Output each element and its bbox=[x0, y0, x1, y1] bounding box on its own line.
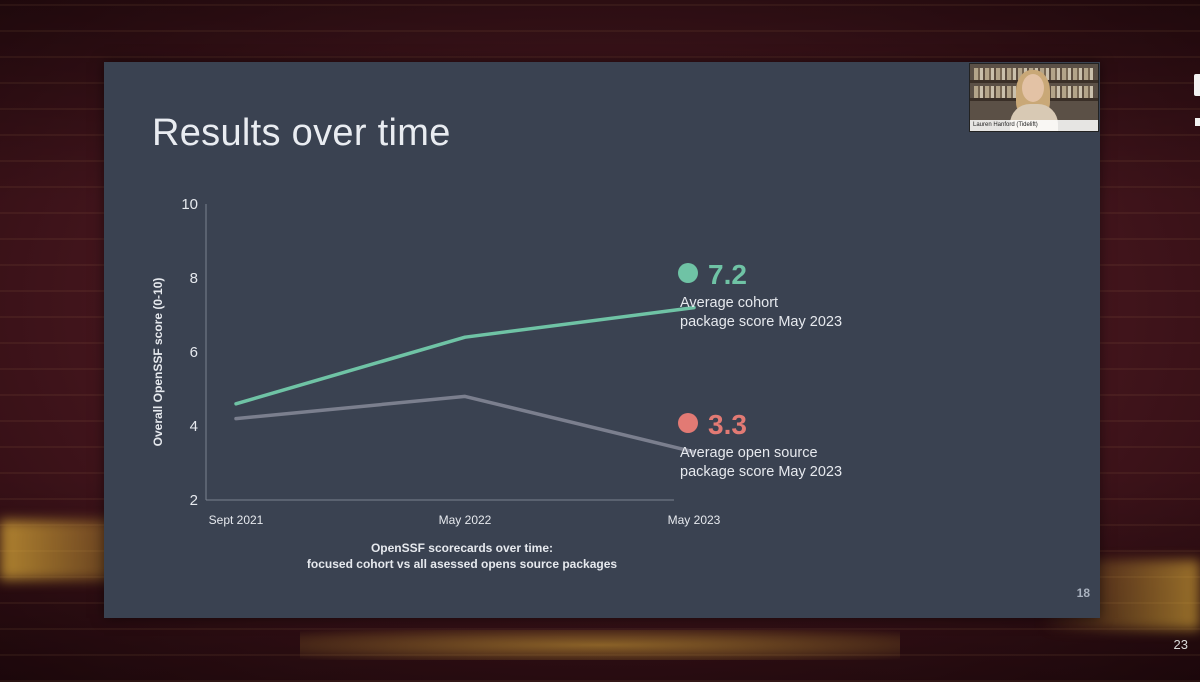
x-tick-label: Sept 2021 bbox=[209, 513, 264, 527]
x-axis-label: focused cohort vs all asessed opens sour… bbox=[307, 557, 617, 571]
presenter-video-thumbnail[interactable]: Lauren Hanford (Tidelift) bbox=[969, 63, 1099, 132]
y-tick-label: 4 bbox=[190, 418, 198, 435]
y-tick-label: 2 bbox=[190, 492, 198, 509]
annotation-value-cohort: 7.2 bbox=[708, 259, 747, 290]
x-tick-label: May 2023 bbox=[668, 513, 721, 527]
annotation-text-cohort: package score May 2023 bbox=[680, 314, 842, 330]
annotation-dot-open-source bbox=[678, 413, 698, 433]
annotation-text-cohort: Average cohort bbox=[680, 295, 778, 311]
slide-title: Results over time bbox=[152, 112, 451, 154]
annotation-text-open-source: package score May 2023 bbox=[680, 464, 842, 480]
series-line-cohort bbox=[234, 305, 696, 406]
y-tick-label: 8 bbox=[190, 270, 198, 287]
slide-number: 18 bbox=[1076, 586, 1090, 600]
chart-axes: 2 4 6 8 10 Sept 2021 May 2022 May 2023 Overall O… bbox=[151, 196, 721, 571]
page-counter: 23 bbox=[1173, 637, 1188, 652]
annotation-dot-cohort bbox=[678, 263, 698, 283]
presenter-name: Lauren Hanford (Tidelift) bbox=[970, 120, 1098, 131]
edge-ui-icon[interactable] bbox=[1195, 118, 1200, 126]
background-glow-bottom bbox=[300, 630, 900, 660]
line-chart: 2 4 6 8 10 Sept 2021 May 2022 May 2023 Overall O… bbox=[151, 196, 842, 571]
y-axis-label: Overall OpenSSF score (0-10) bbox=[151, 278, 165, 447]
series-line-open-source bbox=[234, 394, 696, 454]
annotation-text-open-source: Average open source bbox=[680, 445, 818, 461]
chart-annotations: 7.2 Average cohort package score May 2023 3… bbox=[678, 259, 842, 480]
y-tick-label: 10 bbox=[181, 196, 198, 213]
annotation-value-open-source: 3.3 bbox=[708, 409, 747, 440]
edge-ui-icon[interactable] bbox=[1194, 74, 1200, 96]
presentation-slide: Results over time 2 4 6 8 10 Sept 2021 May 202… bbox=[104, 62, 1100, 618]
x-axis-label: OpenSSF scorecards over time: bbox=[371, 541, 553, 555]
y-tick-label: 6 bbox=[190, 344, 198, 361]
presenter-face bbox=[1022, 74, 1044, 102]
x-tick-label: May 2022 bbox=[439, 513, 492, 527]
chart-lines bbox=[234, 305, 696, 454]
